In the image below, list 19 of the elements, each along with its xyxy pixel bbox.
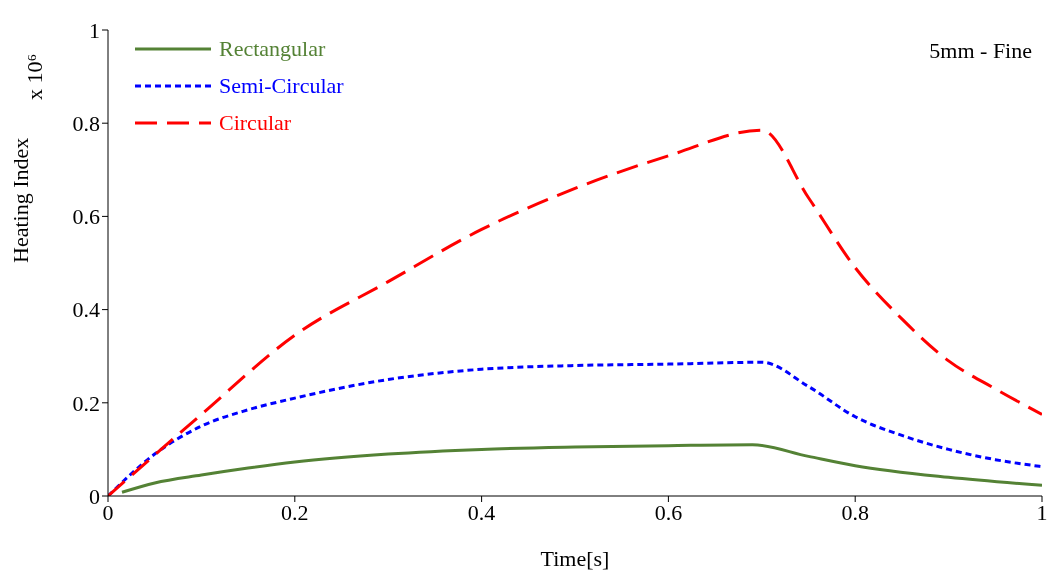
x-tick-label: 0.8 xyxy=(841,499,869,525)
y-tick-label: 0.8 xyxy=(72,111,100,137)
y-tick-label: 0.2 xyxy=(72,390,100,416)
legend-label: Circular xyxy=(219,109,292,136)
text: x 10⁶ xyxy=(22,53,48,100)
x-axis-title: Time[s] xyxy=(540,546,610,571)
x-tick-label: 1 xyxy=(1036,499,1048,525)
y-axis-title: Heating Index xyxy=(7,137,33,263)
legend-label: Semi-Circular xyxy=(219,72,344,99)
legend-label: Rectangular xyxy=(219,35,326,62)
annotation: 5mm - Fine xyxy=(929,38,1032,64)
y-tick-label: 0.6 xyxy=(72,204,100,230)
y-tick-label: 0.4 xyxy=(72,297,100,323)
x-tick-label: 0.2 xyxy=(281,499,309,525)
x-tick-label: 0.4 xyxy=(467,499,496,525)
y-tick-label: 0 xyxy=(89,483,100,509)
y-tick-label: 1 xyxy=(89,17,100,43)
line-series xyxy=(120,443,1042,494)
x-tick-label: 0.6 xyxy=(654,499,683,525)
